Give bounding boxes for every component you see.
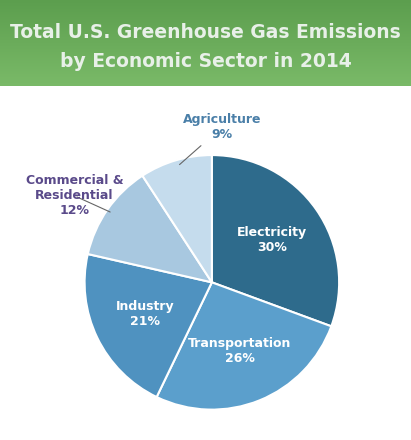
- Text: Electricity
30%: Electricity 30%: [237, 226, 307, 254]
- Wedge shape: [88, 176, 212, 282]
- Text: Commercial &
Residential
12%: Commercial & Residential 12%: [25, 174, 123, 217]
- Text: Total U.S. Greenhouse Gas Emissions: Total U.S. Greenhouse Gas Emissions: [10, 23, 401, 42]
- Text: Industry
21%: Industry 21%: [116, 301, 175, 328]
- Wedge shape: [157, 282, 331, 410]
- Wedge shape: [85, 254, 212, 397]
- Text: Agriculture
9%: Agriculture 9%: [180, 113, 261, 165]
- Wedge shape: [143, 155, 212, 282]
- Text: by Economic Sector in 2014: by Economic Sector in 2014: [60, 52, 351, 71]
- Wedge shape: [212, 155, 339, 326]
- Text: Transportation
26%: Transportation 26%: [188, 337, 291, 365]
